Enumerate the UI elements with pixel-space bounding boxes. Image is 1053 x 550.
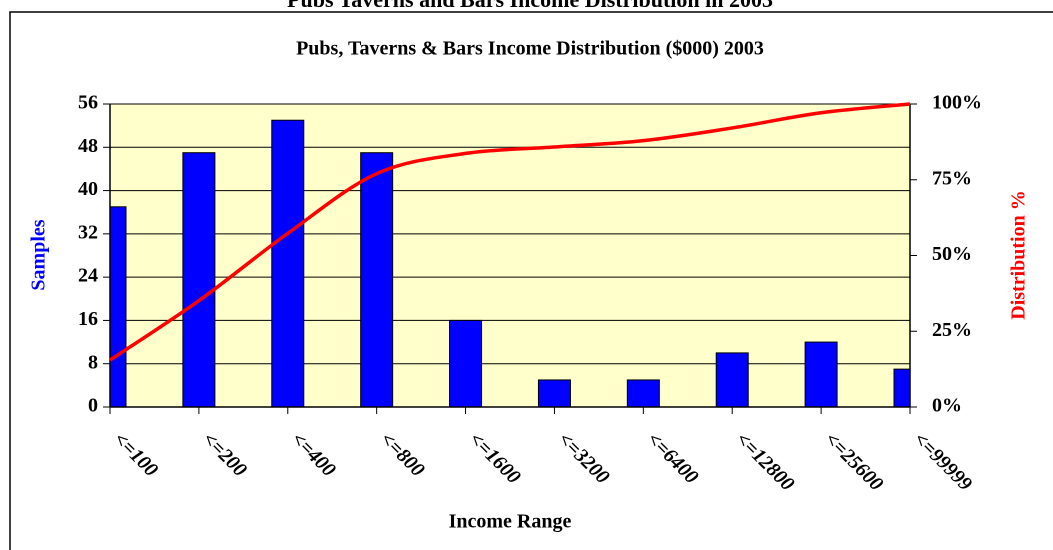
distribution-line bbox=[109, 102, 911, 362]
y-tick-label: 0 bbox=[88, 395, 98, 417]
y2-axis-label: Distribution % bbox=[1008, 190, 1030, 319]
bar bbox=[271, 119, 305, 407]
bar bbox=[449, 319, 483, 407]
bar bbox=[715, 352, 749, 407]
y-tick-label: 16 bbox=[78, 308, 98, 330]
bar bbox=[182, 152, 216, 407]
y-tick-label: 40 bbox=[78, 178, 98, 200]
y2-tick-label: 100% bbox=[932, 92, 982, 114]
plot-background bbox=[110, 104, 910, 407]
y-tick-label: 24 bbox=[78, 265, 98, 287]
y-axis-label: Samples bbox=[28, 219, 50, 290]
y-tick-label: 48 bbox=[78, 135, 98, 157]
bar bbox=[893, 368, 910, 407]
bar bbox=[537, 379, 571, 407]
page-title: Pubs Taverns and Bars Income Distributio… bbox=[287, 0, 773, 12]
bar bbox=[360, 152, 394, 407]
y2-tick-label: 25% bbox=[932, 319, 972, 341]
y-tick-label: 8 bbox=[88, 351, 98, 373]
y-tick-label: 56 bbox=[78, 92, 98, 114]
bar bbox=[804, 341, 838, 407]
y-tick-label: 32 bbox=[78, 221, 98, 243]
x-axis-label: Income Range bbox=[449, 511, 572, 533]
y2-tick-label: 75% bbox=[932, 167, 972, 189]
chart-title: Pubs, Taverns & Bars Income Distribution… bbox=[296, 38, 764, 60]
y2-tick-label: 50% bbox=[932, 243, 972, 265]
bar bbox=[626, 379, 660, 407]
y2-tick-label: 0% bbox=[932, 395, 962, 417]
